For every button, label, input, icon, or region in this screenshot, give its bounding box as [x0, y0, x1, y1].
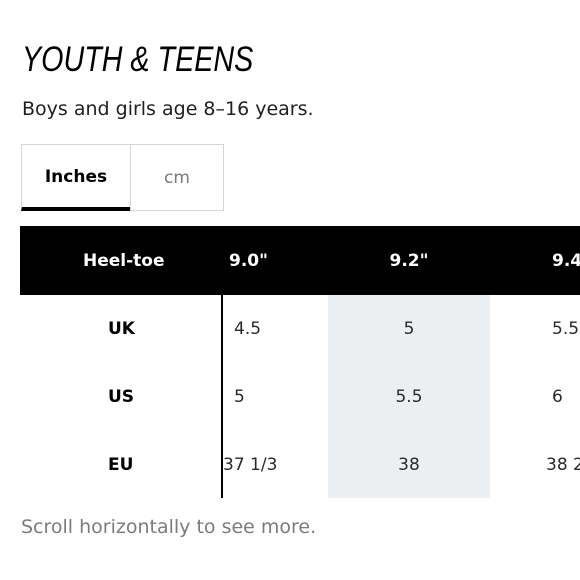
row-label-us: US	[20, 363, 223, 431]
table-row-us: US 5 5.5 6	[20, 363, 580, 431]
header-column-9-4: 9.4	[490, 226, 580, 295]
size-table: Heel-toe 9.0" 9.2" 9.4 UK 4.5 5 5.5 US 5…	[20, 226, 580, 498]
table-row-eu: EU 37 1/3 38 38 2	[20, 431, 580, 498]
table-row-uk: UK 4.5 5 5.5	[20, 295, 580, 363]
size-table-header: Heel-toe 9.0" 9.2" 9.4	[20, 226, 580, 295]
row-label-uk: UK	[20, 295, 223, 363]
unit-toggle: Inches cm	[21, 144, 224, 211]
page-subtitle: Boys and girls age 8–16 years.	[22, 98, 314, 120]
header-column-9-0: 9.0"	[222, 226, 328, 295]
table-cell-highlighted: 38	[328, 431, 490, 498]
header-row: Heel-toe 9.0" 9.2" 9.4	[20, 226, 580, 295]
unit-tab-inches[interactable]: Inches	[21, 144, 130, 211]
table-cell: 5.5	[552, 319, 580, 339]
header-label-heel-toe: Heel-toe	[20, 226, 222, 295]
table-cell: 6	[552, 387, 563, 407]
table-cell: 5	[234, 387, 245, 407]
table-cell: 38 2	[546, 455, 580, 475]
page-title: YOUTH & TEENS	[22, 40, 254, 79]
table-cell: 37 1/3	[223, 455, 278, 475]
unit-tab-cm[interactable]: cm	[130, 144, 224, 211]
row-label-eu: EU	[20, 431, 223, 498]
size-table-body: UK 4.5 5 5.5 US 5 5.5 6 EU 37 1/3 38 38 …	[20, 295, 580, 498]
table-cell: 4.5	[234, 319, 262, 339]
size-table-scroll-container[interactable]: Heel-toe 9.0" 9.2" 9.4 UK 4.5 5 5.5 US 5…	[20, 226, 580, 498]
scroll-hint: Scroll horizontally to see more.	[21, 516, 317, 538]
header-column-9-2: 9.2"	[328, 226, 490, 295]
table-cell-highlighted: 5.5	[328, 363, 490, 431]
table-cell-highlighted: 5	[328, 295, 490, 363]
